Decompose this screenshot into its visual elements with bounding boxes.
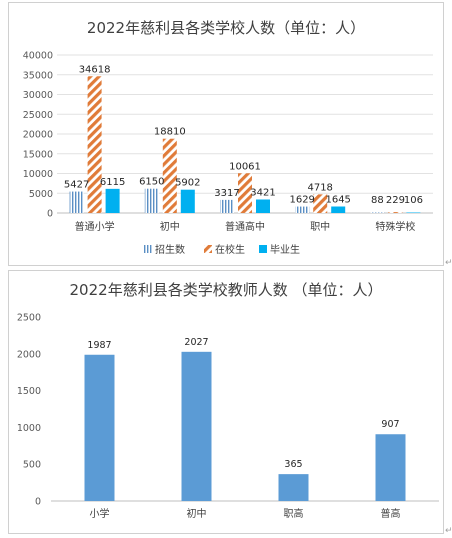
- data-label: 6115: [100, 177, 125, 188]
- legend-label: 在校生: [215, 243, 245, 256]
- data-label: 10061: [229, 161, 261, 172]
- bar-graduates: [406, 212, 421, 213]
- data-label: 2027: [184, 337, 208, 348]
- bar-in-school: [162, 138, 177, 213]
- paragraph-mark: ↵: [445, 258, 452, 268]
- y-tick-label: 2500: [17, 313, 41, 324]
- y-tick-label: 25000: [23, 110, 53, 121]
- x-tick-label: 普通小学: [75, 220, 115, 233]
- data-label: 88: [371, 195, 384, 206]
- y-tick-label: 2000: [17, 349, 41, 360]
- data-label: 229: [386, 195, 405, 206]
- x-tick-label: 职中: [310, 220, 330, 233]
- student-chart-svg: 2022年慈利县各类学校人数（单位：人） 0 5000 10000 15000 2000…: [23, 19, 433, 256]
- student-chart: 2022年慈利县各类学校人数（单位：人） 0 5000 10000 15000 2000…: [8, 2, 444, 266]
- data-label: 3421: [250, 187, 275, 198]
- bar-enrollment: [220, 199, 234, 213]
- y-tick-label: 10000: [23, 169, 53, 180]
- legend-swatch: [259, 245, 267, 253]
- data-label: 106: [404, 195, 423, 206]
- y-tick-label: 30000: [23, 90, 53, 101]
- bar-enrollment: [370, 212, 385, 213]
- paragraph-mark: ↵: [445, 526, 452, 536]
- x-tick-label: 普高: [381, 507, 401, 520]
- data-label: 6150: [139, 177, 164, 188]
- teacher-chart-title: 2022年慈利县各类学校教师人数 （单位：人）: [70, 281, 383, 299]
- bar-teachers: [278, 474, 309, 501]
- y-tick-label: 0: [35, 497, 41, 508]
- y-tick-label: 15000: [23, 149, 53, 160]
- data-label: 907: [381, 419, 399, 430]
- data-label: 5427: [64, 180, 89, 191]
- y-tick-label: 5000: [29, 189, 53, 200]
- bar-enrollment: [69, 191, 84, 213]
- bar-enrollment: [295, 206, 310, 213]
- bar-in-school: [313, 194, 328, 213]
- y-tick-label: 1000: [17, 423, 41, 434]
- teacher-chart: 2022年慈利县各类学校教师人数 （单位：人） 0 500 1000 1500 2000…: [8, 270, 444, 534]
- y-tick-label: 1500: [17, 386, 41, 397]
- x-tick-label: 职高: [284, 507, 304, 520]
- bar-in-school: [238, 173, 252, 213]
- bar-in-school: [388, 212, 403, 213]
- y-tick-label: 0: [47, 209, 53, 220]
- bar-graduates: [105, 188, 120, 213]
- data-label: 3317: [214, 188, 239, 199]
- data-label: 18810: [154, 127, 186, 138]
- student-chart-title: 2022年慈利县各类学校人数（单位：人）: [87, 19, 365, 37]
- y-tick-label: 40000: [23, 51, 53, 62]
- y-tick-label: 500: [23, 460, 41, 471]
- y-tick-label: 20000: [23, 130, 53, 141]
- x-tick-label: 小学: [90, 507, 110, 520]
- x-tick-label: 普通高中: [225, 220, 265, 233]
- x-tick-label: 特殊学校: [375, 220, 415, 233]
- legend-swatch: [204, 245, 212, 253]
- bar-enrollment: [144, 188, 159, 213]
- legend-label: 招生数: [155, 243, 185, 256]
- data-label: 4718: [307, 182, 332, 193]
- data-label: 365: [284, 459, 302, 470]
- data-label: 1987: [87, 340, 111, 351]
- x-tick-label: 初中: [187, 507, 207, 520]
- x-tick-label: 初中: [160, 220, 180, 233]
- data-label: 1629: [289, 195, 314, 206]
- bar-teachers: [181, 351, 212, 501]
- bar-graduates: [256, 199, 270, 213]
- y-tick-label: 35000: [23, 70, 53, 81]
- data-label: 34618: [79, 64, 111, 75]
- legend-label: 毕业生: [270, 243, 300, 256]
- legend-swatch: [144, 245, 152, 253]
- bar-teachers: [375, 434, 406, 501]
- bar-teachers: [84, 354, 115, 501]
- teacher-chart-svg: 2022年慈利县各类学校教师人数 （单位：人） 0 500 1000 1500 2000…: [17, 281, 439, 520]
- data-label: 1645: [325, 195, 350, 206]
- bar-graduates: [331, 206, 346, 213]
- bar-in-school: [87, 76, 102, 213]
- bar-graduates: [180, 189, 195, 213]
- data-label: 5902: [175, 178, 200, 189]
